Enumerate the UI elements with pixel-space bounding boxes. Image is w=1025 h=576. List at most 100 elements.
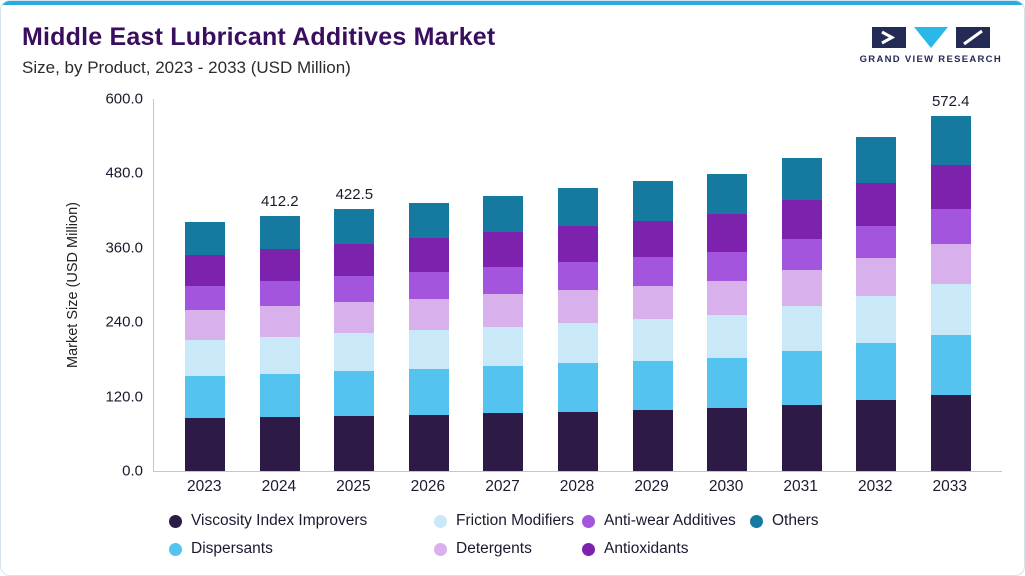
bar-2032	[856, 137, 897, 471]
x-axis-label: 2032	[857, 478, 893, 495]
x-axis-label: 2024	[261, 478, 297, 495]
legend-label: Antioxidants	[604, 540, 689, 557]
bar-segment-antioxidants	[185, 254, 226, 286]
legend-item-others: Others	[750, 512, 819, 530]
x-axis-label: 2023	[187, 478, 222, 495]
bar-segment-viscosity-index-improvers	[185, 418, 226, 471]
bar-2030	[707, 174, 748, 471]
bar-segment-anti-wear-additives	[558, 262, 598, 290]
bar-slot: 572.4	[913, 93, 988, 471]
bar-segment-others	[930, 116, 971, 165]
y-axis-tick: 120.0	[105, 388, 143, 406]
bar-slot	[615, 181, 690, 471]
bar-segment-others	[259, 215, 300, 250]
bar-segment-others	[558, 188, 598, 227]
bar-segment-detergents	[781, 270, 822, 307]
bar-segment-friction-modifiers	[185, 340, 226, 377]
bar-segment-friction-modifiers	[558, 322, 598, 364]
bar-2025: 422.5	[334, 186, 375, 471]
legend-label: Dispersants	[191, 540, 273, 557]
bar-segment-dispersants	[707, 357, 748, 409]
bar-segment-others	[781, 158, 822, 200]
legend-label: Anti-wear Additives	[604, 512, 736, 529]
bar-segment-others	[185, 222, 226, 255]
logo-text: GRAND VIEW RESEARCH	[859, 54, 1002, 65]
bar-2026	[408, 202, 449, 471]
bar-slot: 412.2	[243, 193, 318, 471]
legend-swatch-icon	[169, 542, 182, 556]
bar-segment-anti-wear-additives	[781, 239, 822, 271]
bar-segment-detergents	[930, 244, 971, 285]
bar-segment-others	[483, 195, 524, 233]
bar-value-label: 422.5	[335, 186, 374, 204]
bar-slot	[839, 137, 914, 471]
bar-segment-dispersants	[558, 363, 598, 412]
bar-segment-anti-wear-additives	[632, 257, 673, 286]
bar-segment-detergents	[408, 298, 449, 331]
x-axis-label: 2029	[634, 478, 669, 495]
bar-segment-antioxidants	[558, 226, 598, 263]
x-axis-label: 2027	[485, 478, 520, 495]
bar-slot: 422.5	[317, 186, 392, 471]
bar-2028	[558, 188, 598, 471]
bar-segment-antioxidants	[259, 249, 300, 281]
bar-segment-friction-modifiers	[707, 315, 748, 358]
bar-segment-dispersants	[632, 360, 673, 411]
bar-segment-anti-wear-additives	[707, 252, 748, 282]
bar-segment-friction-modifiers	[632, 319, 673, 361]
bar-segment-detergents	[558, 289, 598, 323]
x-axis-label: 2026	[410, 478, 446, 495]
bar-segment-viscosity-index-improvers	[334, 415, 375, 471]
y-axis-title: Market Size (USD Million)	[65, 202, 81, 368]
legend-item-antioxidants: Antioxidants	[582, 540, 750, 558]
bar-segment-detergents	[334, 302, 375, 334]
bar-slot	[466, 195, 541, 471]
bar-segment-dispersants	[259, 373, 300, 418]
bar-segment-viscosity-index-improvers	[856, 400, 897, 471]
logo-mark-icon	[871, 27, 990, 48]
bar-2027	[483, 195, 524, 471]
bar-segment-antioxidants	[632, 220, 673, 258]
x-axis-label: 2031	[783, 478, 818, 495]
bar-segment-others	[856, 137, 897, 184]
bar-segment-anti-wear-additives	[408, 272, 449, 299]
bar-segment-friction-modifiers	[334, 333, 375, 372]
legend-swatch-icon	[582, 542, 595, 556]
bar-segment-antioxidants	[707, 214, 748, 253]
bar-slot	[392, 202, 467, 471]
bar-segment-antioxidants	[408, 237, 449, 273]
bar-2029	[632, 181, 673, 471]
bar-segment-antioxidants	[930, 164, 971, 210]
bar-slot	[690, 174, 765, 471]
bar-segment-detergents	[632, 285, 673, 320]
legend-swatch-icon	[582, 514, 595, 528]
bar-segment-others	[408, 202, 449, 238]
bar-segment-viscosity-index-improvers	[408, 414, 449, 471]
y-axis-tick: 600.0	[105, 90, 143, 108]
bar-segment-detergents	[856, 258, 897, 297]
bar-segment-antioxidants	[856, 183, 897, 226]
bar-segment-anti-wear-additives	[930, 209, 971, 245]
bar-segment-others	[632, 181, 673, 221]
bar-segment-dispersants	[185, 376, 226, 419]
bar-value-label: 412.2	[261, 192, 299, 210]
x-axis-label: 2028	[559, 478, 595, 495]
bar-segment-dispersants	[334, 371, 375, 416]
bar-segment-friction-modifiers	[781, 306, 822, 351]
x-axis-label: 2025	[336, 478, 371, 495]
bar-2023	[185, 222, 226, 471]
bar-segment-friction-modifiers	[483, 326, 524, 367]
bar-2033: 572.4	[930, 93, 971, 471]
bar-segment-viscosity-index-improvers	[632, 410, 673, 471]
bar-value-label: 572.4	[931, 93, 970, 111]
x-axis-label: 2030	[708, 478, 744, 495]
bar-slot	[541, 188, 616, 471]
bar-segment-viscosity-index-improvers	[483, 413, 524, 471]
bar-segment-others	[334, 209, 375, 244]
legend-label: Viscosity Index Improvers	[191, 512, 368, 529]
legend-item-detergents: Detergents	[434, 540, 582, 558]
legend-swatch-icon	[750, 514, 763, 528]
bar-segment-antioxidants	[483, 232, 524, 268]
bar-2031	[781, 158, 822, 471]
